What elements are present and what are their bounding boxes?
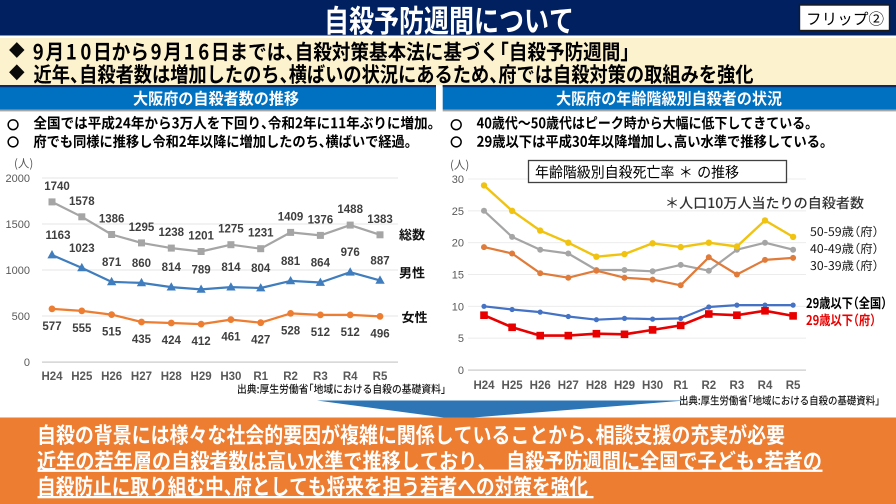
svg-text:H29: H29 xyxy=(614,380,635,392)
svg-text:435: 435 xyxy=(132,334,152,346)
svg-text:976: 976 xyxy=(341,247,360,259)
svg-text:1275: 1275 xyxy=(218,224,244,236)
svg-text:1000: 1000 xyxy=(6,265,30,277)
svg-text:1238: 1238 xyxy=(158,227,184,239)
svg-text:577: 577 xyxy=(42,321,61,333)
svg-text:512: 512 xyxy=(341,327,360,339)
svg-text:1383: 1383 xyxy=(367,214,393,226)
svg-text:H26: H26 xyxy=(530,380,551,392)
svg-text:R5: R5 xyxy=(373,371,388,383)
svg-text:H27: H27 xyxy=(131,371,152,383)
svg-text:H30: H30 xyxy=(642,380,663,392)
svg-text:0: 0 xyxy=(458,365,464,377)
svg-text:427: 427 xyxy=(251,335,270,347)
svg-text:30: 30 xyxy=(452,174,464,186)
svg-text:H24: H24 xyxy=(41,371,63,383)
svg-text:412: 412 xyxy=(192,336,211,348)
svg-text:R2: R2 xyxy=(701,380,716,392)
svg-text:461: 461 xyxy=(221,332,241,344)
svg-text:H28: H28 xyxy=(161,371,183,383)
svg-text:R5: R5 xyxy=(786,380,801,392)
svg-text:1578: 1578 xyxy=(69,196,95,208)
svg-text:R4: R4 xyxy=(343,371,358,383)
svg-text:864: 864 xyxy=(311,258,331,270)
svg-text:R1: R1 xyxy=(253,371,268,383)
svg-text:500: 500 xyxy=(12,311,30,323)
svg-text:H25: H25 xyxy=(502,380,524,392)
svg-text:860: 860 xyxy=(132,258,151,270)
svg-text:512: 512 xyxy=(311,327,330,339)
svg-text:1500: 1500 xyxy=(6,219,30,231)
svg-text:R3: R3 xyxy=(313,371,328,383)
svg-text:H25: H25 xyxy=(71,371,93,383)
svg-text:H24: H24 xyxy=(473,380,495,392)
svg-text:1163: 1163 xyxy=(46,230,71,242)
svg-text:887: 887 xyxy=(370,255,389,267)
svg-text:789: 789 xyxy=(192,264,211,276)
svg-text:5: 5 xyxy=(458,333,464,345)
svg-text:2000: 2000 xyxy=(6,173,30,185)
svg-text:496: 496 xyxy=(370,328,389,340)
svg-text:1295: 1295 xyxy=(129,222,155,234)
svg-text:R1: R1 xyxy=(673,380,688,392)
svg-text:1231: 1231 xyxy=(248,228,274,240)
svg-text:0: 0 xyxy=(24,357,30,369)
svg-text:1740: 1740 xyxy=(44,181,70,193)
svg-text:1201: 1201 xyxy=(188,231,214,243)
svg-text:R2: R2 xyxy=(283,371,298,383)
svg-text:1023: 1023 xyxy=(69,243,95,255)
svg-text:25: 25 xyxy=(452,206,464,218)
svg-text:1386: 1386 xyxy=(99,213,125,225)
svg-text:H28: H28 xyxy=(586,380,608,392)
svg-text:804: 804 xyxy=(251,263,271,275)
svg-text:1488: 1488 xyxy=(337,204,363,216)
svg-text:424: 424 xyxy=(162,335,182,347)
svg-text:R4: R4 xyxy=(758,380,773,392)
svg-text:871: 871 xyxy=(102,257,122,269)
svg-text:20: 20 xyxy=(452,238,464,250)
svg-text:515: 515 xyxy=(102,327,122,339)
svg-text:H26: H26 xyxy=(101,371,122,383)
svg-text:881: 881 xyxy=(281,256,301,268)
svg-text:814: 814 xyxy=(162,262,182,274)
svg-text:814: 814 xyxy=(221,262,241,274)
svg-text:528: 528 xyxy=(281,325,301,337)
svg-text:H27: H27 xyxy=(558,380,579,392)
svg-text:H30: H30 xyxy=(220,371,241,383)
svg-text:555: 555 xyxy=(72,323,92,335)
svg-text:R3: R3 xyxy=(730,380,745,392)
svg-text:15: 15 xyxy=(452,270,464,282)
svg-text:10: 10 xyxy=(452,301,464,313)
svg-text:H29: H29 xyxy=(191,371,212,383)
svg-text:1376: 1376 xyxy=(308,214,334,226)
svg-text:1409: 1409 xyxy=(278,211,304,223)
